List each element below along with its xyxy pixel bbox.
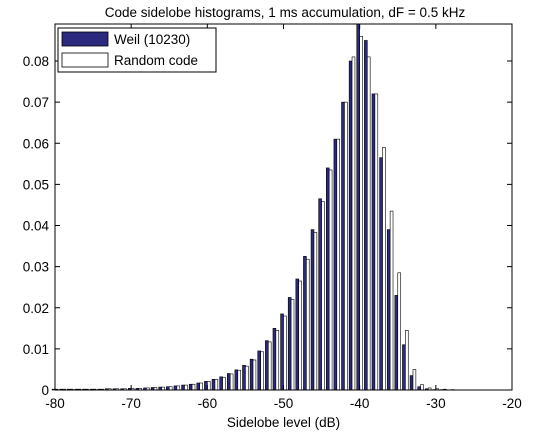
- bar-weil-21: [211, 379, 216, 391]
- bar-weil-40: [356, 23, 360, 391]
- bar-random-42: [374, 93, 379, 391]
- bar-random-39: [351, 56, 356, 391]
- bar-weil-44: [386, 229, 391, 391]
- bar-weil-26: [249, 358, 254, 391]
- x-tick-label-6: -20: [502, 396, 522, 411]
- bar-random-48: [420, 384, 424, 391]
- bar-weil-47: [409, 375, 414, 391]
- bar-weil-46: [402, 344, 406, 391]
- y-tick-label-7: 0.07: [23, 95, 49, 110]
- bar-random-17: [184, 384, 188, 391]
- bar-random-22: [222, 376, 226, 391]
- x-tick-label-4: -40: [350, 396, 370, 411]
- bar-random-43: [382, 147, 386, 391]
- x-tick-label-2: -60: [198, 396, 218, 411]
- bar-random-46: [405, 330, 409, 391]
- bar-random-47: [412, 369, 417, 391]
- chart-title: Code sidelobe histograms, 1 ms accumulat…: [105, 5, 466, 20]
- bar-weil-35: [318, 198, 322, 391]
- bar-weil-36: [326, 167, 330, 391]
- legend-swatch-weil: [61, 31, 109, 47]
- bar-weil-28: [265, 340, 269, 391]
- x-tick-label-3: -50: [274, 396, 294, 411]
- bar-weil-25: [242, 365, 246, 391]
- bar-weil-43: [379, 157, 383, 391]
- bar-random-23: [229, 373, 234, 391]
- bar-random-18: [191, 383, 196, 391]
- bar-random-44: [389, 210, 394, 391]
- y-tick-label-0: 0: [41, 383, 49, 398]
- y-tick-label-4: 0.04: [23, 219, 50, 234]
- bar-weil-38: [341, 101, 345, 391]
- bar-weil-16: [173, 385, 178, 391]
- bar-random-40: [359, 36, 363, 391]
- bar-random-25: [245, 365, 249, 391]
- bar-random-38: [344, 101, 348, 391]
- legend-label-random: Random code: [114, 53, 198, 68]
- legend: Weil (10230) Random code: [57, 27, 217, 73]
- bar-weil-34: [310, 229, 315, 391]
- bar-weil-24: [234, 369, 239, 391]
- bar-random-31: [290, 299, 295, 391]
- x-tick-label-0: -80: [45, 396, 65, 411]
- bar-weil-33: [303, 256, 307, 391]
- legend-label-weil: Weil (10230): [114, 32, 190, 47]
- bar-random-33: [306, 258, 310, 391]
- bar-random-30: [283, 315, 287, 391]
- bar-random-21: [214, 379, 219, 391]
- bar-random-26: [252, 359, 257, 391]
- bar-random-24: [237, 369, 241, 391]
- bar-weil-39: [348, 60, 353, 391]
- axis-ticks: -80 -70 -60 -50 -40 -30 -20 0 0.01 0.02 0.03 0.04 0.…: [23, 24, 522, 411]
- bar-random-45: [397, 272, 401, 391]
- bar-random-35: [321, 201, 325, 391]
- bar-weil-37: [333, 138, 338, 391]
- bar-random-32: [298, 280, 302, 391]
- bar-random-29: [275, 330, 280, 391]
- bar-weil-31: [287, 297, 292, 391]
- x-tick-label-1: -70: [121, 396, 141, 411]
- x-axis-label: Sidelobe level (dB): [227, 415, 340, 430]
- y-tick-label-2: 0.02: [23, 301, 49, 316]
- bar-weil-17: [181, 384, 185, 391]
- bar-weil-18: [188, 383, 193, 391]
- y-tick-label-8: 0.08: [23, 54, 49, 69]
- bar-weil-23: [226, 373, 231, 391]
- bar-random-41: [366, 56, 371, 391]
- bar-weil-27: [257, 350, 261, 391]
- bar-random-36: [328, 169, 333, 391]
- bar-weil-29: [272, 328, 277, 391]
- bar-weil-41: [364, 40, 368, 391]
- y-tick-label-1: 0.01: [23, 342, 49, 357]
- bar-weil-30: [280, 313, 284, 391]
- bar-random-34: [313, 232, 318, 391]
- y-tick-label-3: 0.03: [23, 260, 49, 275]
- bar-random-27: [260, 351, 264, 391]
- bar-weil-42: [371, 93, 376, 391]
- bars-group: [51, 23, 455, 391]
- legend-swatch-random: [61, 52, 109, 68]
- bar-random-28: [267, 341, 272, 391]
- bar-weil-19: [196, 382, 201, 391]
- bar-random-16: [176, 385, 181, 391]
- bar-weil-45: [394, 295, 399, 391]
- y-tick-label-6: 0.06: [23, 136, 49, 151]
- y-tick-label-5: 0.05: [23, 177, 49, 192]
- bar-random-19: [199, 382, 203, 391]
- bar-random-37: [336, 138, 341, 391]
- bar-weil-22: [219, 376, 223, 391]
- bar-weil-32: [295, 278, 300, 391]
- x-tick-label-5: -30: [426, 396, 446, 411]
